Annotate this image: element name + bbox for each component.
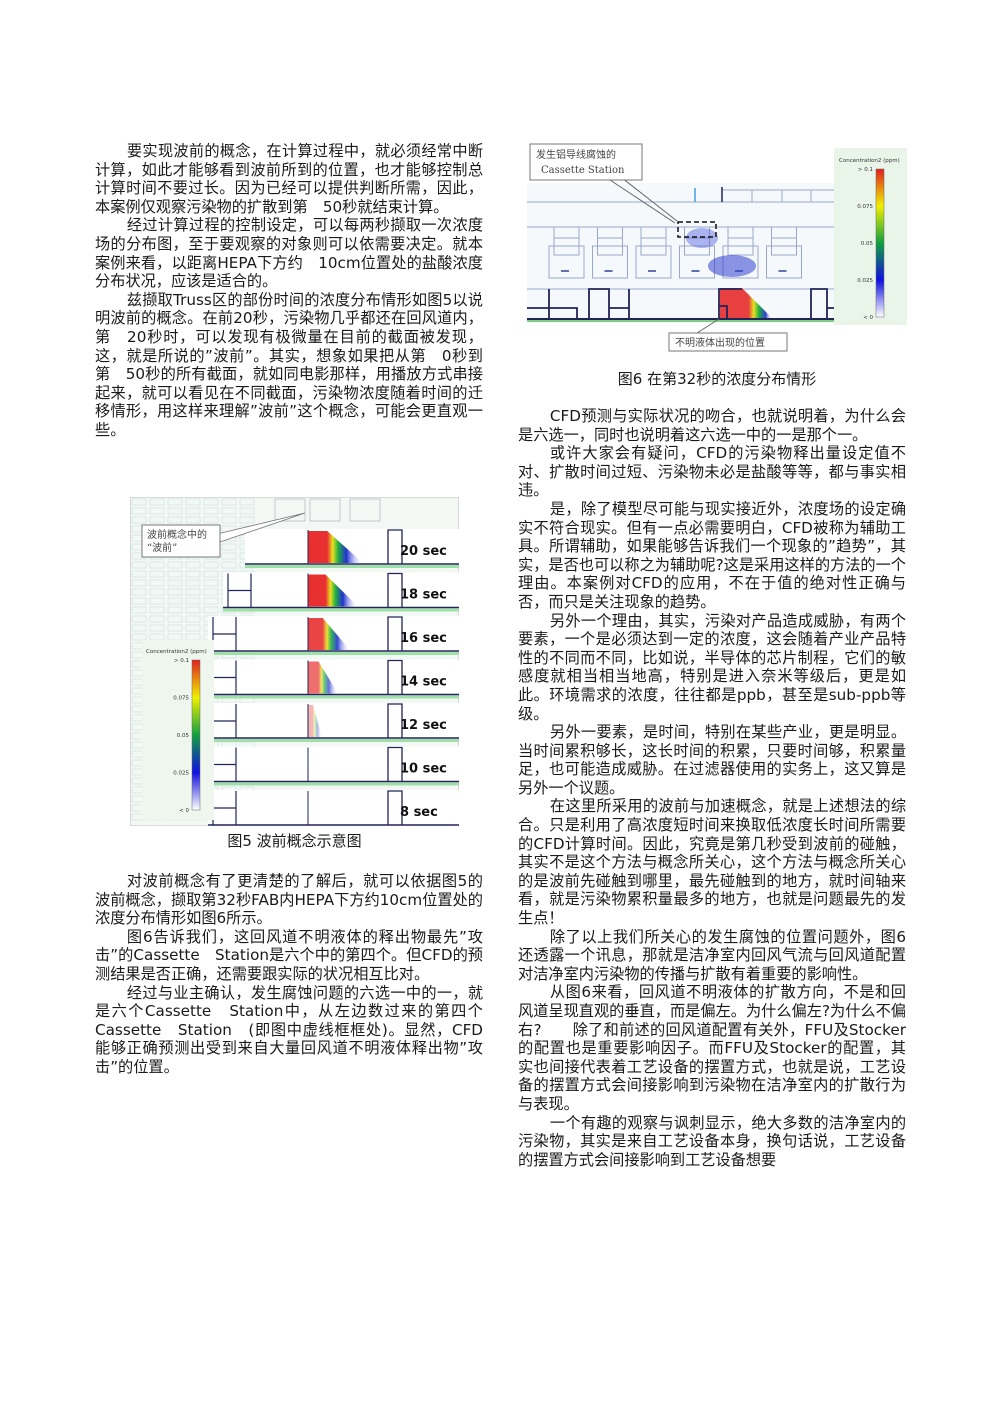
figure-5-legend: Concentration2 (ppm) > 0.1 0.075 0.05 0.025… <box>142 640 214 820</box>
paragraph: 经过计算过程的控制设定，可以每两秒撷取一次浓度场的分布图，至于要观察的对象则可以… <box>95 216 483 291</box>
paragraph: 另外一要素，是时间，特别在某些产业，更是明显。当时间累积够长，这长时间的积累，只… <box>518 723 906 797</box>
figure-6-callout-bottom: 不明液体出现的位置 <box>668 318 788 352</box>
left-column-bottom: 对波前概念有了更清楚的了解后，就可以依据图5的波前概念，撷取第32秒FAB内HE… <box>95 872 483 1077</box>
paragraph: 是，除了模型尽可能与现实接近外，浓度场的设定确实不符合现实。但有一点必需要明白，… <box>518 499 906 611</box>
paragraph: CFD预测与实际状况的吻合，也就说明着，为什么会是六选一，同时也说明着这六选一中… <box>518 407 906 444</box>
legend-tick: 0.025 <box>173 771 189 777</box>
time-panel: 14 sec <box>208 659 459 699</box>
figure-5-callout: 波前概念中的 “波前” <box>141 512 306 558</box>
legend-tick: < 0 <box>863 315 873 321</box>
legend-tick: 0.05 <box>861 241 874 247</box>
paragraph: 要实现波前的概念，在计算过程中，就必须经常中断计算，如此才能够看到波前所到的位置… <box>95 142 483 216</box>
paragraph: 或许大家会有疑问，CFD的污染物释出量设定值不对、扩散时间过短、污染物未必是盐酸… <box>518 444 906 500</box>
paragraph: 在这里所采用的波前与加速概念，就是上述想法的综合。只是利用了高浓度短时间来换取低… <box>518 797 906 928</box>
cassette-station <box>766 226 802 279</box>
figure-6-caption: 图6 在第32秒的浓度分布情形 <box>617 370 817 388</box>
legend-title: Concentration2 (ppm) <box>146 649 207 655</box>
left-column: 要实现波前的概念，在计算过程中，就必须经常中断计算，如此才能够看到波前所到的位置… <box>95 142 483 440</box>
figure-6-legend: Concentration2 (ppm) > 0.1 0.075 0.05 0.025… <box>834 148 907 325</box>
time-panel: 12 sec <box>208 703 459 742</box>
time-panel: 16 sec <box>208 616 459 655</box>
time-panel: 10 sec <box>208 746 459 786</box>
cassette-station <box>635 226 672 279</box>
time-panel: 18 sec <box>223 572 459 612</box>
cassette-station <box>592 226 628 279</box>
time-label: 12 sec <box>400 718 447 733</box>
paragraph: 兹撷取Truss区的部份时间的浓度分布情形如图5以说明波前的概念。在前20秒，污… <box>95 290 483 439</box>
legend-tick: > 0.1 <box>174 658 189 664</box>
figure-6-image: 发生铝导线腐蚀的 Cassette Station 不明液体出现的位置 Conc… <box>527 138 907 353</box>
paragraph: 图6告诉我们，这回风道不明液体的释出物最先”攻击”的Cassette Stati… <box>95 927 483 983</box>
paragraph: 除了以上我们所关心的发生腐蚀的位置问题外，图6还透露一个讯息，那就是洁净室内回风… <box>518 927 906 983</box>
svg-text:发生铝导线腐蚀的: 发生铝导线腐蚀的 <box>536 148 616 161</box>
figure-5-caption: 图5 波前概念示意图 <box>227 832 362 850</box>
legend-tick: 0.05 <box>177 733 190 739</box>
figure-6-callout-top: 发生铝导线腐蚀的 Cassette Station <box>529 143 678 224</box>
legend-tick: 0.075 <box>857 204 873 210</box>
svg-text:不明液体出现的位置: 不明液体出现的位置 <box>675 336 765 349</box>
svg-text:波前概念中的: 波前概念中的 <box>147 528 207 541</box>
right-column: CFD预测与实际状况的吻合，也就说明着，为什么会是六选一，同时也说明着这六选一中… <box>518 407 906 1169</box>
time-panel: 8 sec <box>208 790 459 829</box>
svg-text:“波前”: “波前” <box>147 541 177 554</box>
legend-tick: < 0 <box>179 808 189 814</box>
time-label: 18 sec <box>400 588 447 603</box>
legend-tick: 0.075 <box>173 696 189 702</box>
paragraph: 另外一个理由，其实，污染对产品造成威胁，有两个要素，一个是必须达到一定的浓度，这… <box>518 611 906 723</box>
time-label: 14 sec <box>400 675 447 690</box>
svg-text:Cassette Station: Cassette Station <box>541 165 625 176</box>
paragraph: 对波前概念有了更清楚的了解后，就可以依据图5的波前概念，撷取第32秒FAB内HE… <box>95 872 483 928</box>
legend-tick: 0.025 <box>857 278 873 284</box>
cassette-station <box>548 226 585 279</box>
figure-5-image: 20 sec 18 sec 16 sec 14 sec 12 sec 10 sec 8 se… <box>129 496 460 829</box>
legend-tick: > 0.1 <box>858 167 873 173</box>
dashed-highlight-box <box>677 221 717 238</box>
time-panel: 20 sec <box>245 529 459 568</box>
paragraph: 经过与业主确认，发生腐蚀问题的六选一中的一，就是六个Cassette Stati… <box>95 983 483 1076</box>
paragraph: 从图6来看，回风道不明液体的扩散方向，不是和回风道呈现直观的垂直，而是偏左。为什… <box>518 983 906 1113</box>
time-label: 20 sec <box>400 544 447 559</box>
time-label: 8 sec <box>400 805 438 820</box>
paragraph: 一个有趣的观察与讽刺显示，绝大多数的洁净室内的污染物，其实是来自工艺设备本身，换… <box>518 1113 906 1169</box>
time-label: 16 sec <box>400 631 447 646</box>
svg-text:Concentration2 (ppm): Concentration2 (ppm) <box>839 158 900 164</box>
time-label: 10 sec <box>400 762 447 777</box>
